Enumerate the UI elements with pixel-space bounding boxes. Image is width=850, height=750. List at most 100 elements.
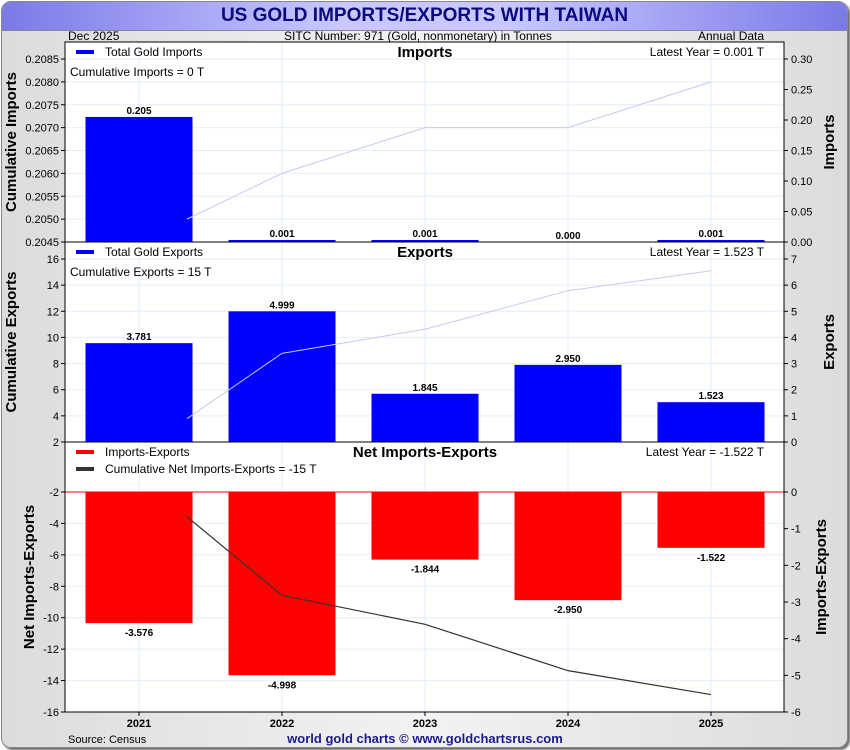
tick-label-left: 14 — [47, 280, 59, 292]
bar-value-label: 2.950 — [555, 354, 580, 365]
legend-label: Total Gold Imports — [105, 45, 202, 59]
tick-label-right: -5 — [791, 670, 801, 682]
panel-title: Imports — [397, 44, 452, 61]
bar-2023 — [371, 492, 479, 560]
bar-2024 — [514, 492, 622, 601]
legend-label: Cumulative Net Imports-Exports = -15 T — [105, 462, 317, 476]
tick-label-left: 0.2045 — [25, 237, 59, 249]
tick-label-left: 12 — [47, 306, 59, 318]
tick-label-right: -4 — [791, 634, 801, 646]
tick-label-right: 0.25 — [791, 85, 812, 97]
tick-label-left: 0.2060 — [25, 168, 59, 180]
x-tick-label: 2023 — [413, 718, 437, 730]
bar-2025 — [657, 492, 765, 548]
tick-label-left: 0.2075 — [25, 100, 59, 112]
tick-label-right: 0.05 — [791, 207, 812, 219]
tick-label-right: 0.00 — [791, 237, 812, 249]
panel-title: Net Imports-Exports — [353, 444, 497, 461]
tick-label-left: 10 — [47, 332, 59, 344]
legend-label: Total Gold Exports — [105, 245, 203, 259]
bar-2025 — [657, 402, 765, 442]
bar-value-label: -2.950 — [554, 605, 583, 616]
tick-label-right: 0.10 — [791, 176, 812, 188]
tick-label-left: 2 — [53, 437, 59, 449]
bar-value-label: 0.001 — [269, 229, 294, 240]
tick-label-right: 5 — [791, 306, 797, 318]
tick-label-right: 0 — [791, 487, 797, 499]
legend-swatch — [76, 50, 94, 54]
title-bar — [2, 2, 847, 31]
tick-label-right: 1 — [791, 411, 797, 423]
latest-year-label: Latest Year = 1.523 T — [650, 245, 765, 259]
tick-label-left: 0.2080 — [25, 77, 59, 89]
cumulative-label: Cumulative Exports = 15 T — [70, 265, 212, 279]
tick-label-right: 3 — [791, 359, 797, 371]
x-tick-label: 2024 — [556, 718, 581, 730]
bar-value-label: -1.522 — [697, 553, 726, 564]
tick-label-left: 6 — [53, 385, 59, 397]
latest-year-label: Latest Year = -1.522 T — [646, 445, 765, 459]
tick-label-right: 4 — [791, 332, 797, 344]
tick-label-left: -14 — [43, 676, 59, 688]
tick-label-right: -1 — [791, 524, 801, 536]
tick-label-left: -16 — [43, 707, 59, 719]
bar-value-label: 0.001 — [412, 229, 437, 240]
date-label: Dec 2025 — [68, 29, 120, 43]
latest-year-label: Latest Year = 0.001 T — [650, 45, 765, 59]
tick-label-right: -3 — [791, 597, 801, 609]
cumulative-line — [186, 270, 712, 420]
bar-2023 — [371, 240, 479, 242]
bar-value-label: 4.999 — [269, 300, 294, 311]
y-axis-title-right: Exports — [821, 314, 838, 370]
tick-label-left: 8 — [53, 359, 59, 371]
bar-value-label: -4.998 — [268, 680, 297, 691]
bar-value-label: -3.576 — [125, 628, 154, 639]
tick-label-left: -6 — [49, 550, 59, 562]
chart-title: US GOLD IMPORTS/EXPORTS WITH TAIWAN — [220, 5, 629, 26]
bar-value-label: 0.000 — [555, 231, 580, 242]
tick-label-right: -2 — [791, 560, 801, 572]
tick-label-left: -2 — [49, 487, 59, 499]
tick-label-right: 0.15 — [791, 146, 812, 158]
credit-label: world gold charts © www.goldchartsrus.co… — [287, 731, 563, 746]
tick-label-right: 7 — [791, 254, 797, 266]
bar-2024 — [514, 364, 622, 442]
tick-label-right: 0.20 — [791, 115, 812, 127]
cumulative-line — [186, 516, 712, 696]
bar-value-label: 0.205 — [126, 106, 151, 117]
x-tick-label: 2025 — [699, 718, 723, 730]
bar-2022 — [228, 311, 336, 442]
tick-label-right: 0.30 — [791, 54, 812, 66]
tick-label-left: 0.2055 — [25, 191, 59, 203]
sitc-label: SITC Number: 971 (Gold, nonmonetary) in … — [284, 29, 552, 43]
y-axis-title-right: Imports — [821, 114, 838, 169]
x-tick-label: 2021 — [127, 718, 151, 730]
bar-value-label: 0.001 — [698, 229, 723, 240]
legend-swatch — [76, 450, 94, 454]
tick-label-right: 6 — [791, 280, 797, 292]
bar-value-label: 3.781 — [126, 332, 151, 343]
bar-2021 — [85, 492, 193, 624]
legend-label: Imports-Exports — [105, 445, 190, 459]
bar-value-label: -1.844 — [411, 565, 440, 576]
tick-label-left: 0.2085 — [25, 54, 59, 66]
tick-label-left: -10 — [43, 613, 59, 625]
tick-label-left: 0.2050 — [25, 214, 59, 226]
y-axis-title-left: Net Imports-Exports — [21, 505, 38, 649]
bar-2023 — [371, 393, 479, 442]
x-tick-label: 2022 — [270, 718, 294, 730]
tick-label-left: 0.2070 — [25, 123, 59, 135]
tick-label-left: 0.2065 — [25, 146, 59, 158]
bar-value-label: 1.845 — [412, 383, 437, 394]
y-axis-title-left: Cumulative Exports — [3, 272, 20, 413]
tick-label-left: -8 — [49, 581, 59, 593]
bar-2022 — [228, 492, 336, 676]
tick-label-right: -6 — [791, 707, 801, 719]
bar-2021 — [85, 343, 193, 442]
y-axis-title-right: Imports-Exports — [813, 519, 830, 635]
tick-label-right: 0 — [791, 437, 797, 449]
frequency-label: Annual Data — [698, 29, 765, 43]
bar-2022 — [228, 240, 336, 242]
tick-label-left: -4 — [49, 518, 59, 530]
